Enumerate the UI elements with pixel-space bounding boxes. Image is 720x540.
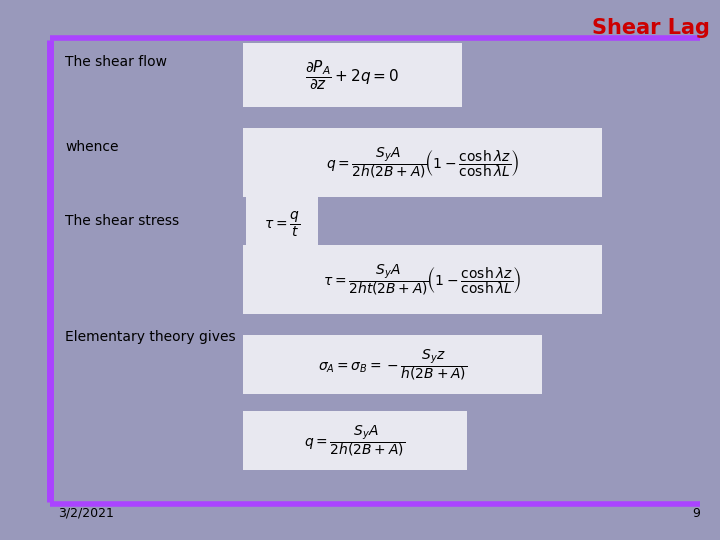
Text: whence: whence	[65, 140, 119, 154]
FancyBboxPatch shape	[243, 128, 602, 197]
Text: The shear stress: The shear stress	[65, 214, 179, 228]
Text: The shear flow: The shear flow	[65, 55, 167, 69]
FancyBboxPatch shape	[243, 335, 542, 394]
FancyBboxPatch shape	[246, 196, 318, 252]
FancyBboxPatch shape	[243, 43, 462, 107]
Text: $\tau = \dfrac{S_y A}{2ht(2B + A)}\!\left(1 - \dfrac{\cosh \lambda z}{\cosh \lam: $\tau = \dfrac{S_y A}{2ht(2B + A)}\!\lef…	[323, 262, 522, 297]
Text: $\tau = \dfrac{q}{t}$: $\tau = \dfrac{q}{t}$	[264, 210, 300, 239]
Text: 3/2/2021: 3/2/2021	[58, 507, 114, 520]
Text: $\sigma_A = \sigma_B = -\dfrac{S_y z}{h(2B + A)}$: $\sigma_A = \sigma_B = -\dfrac{S_y z}{h(…	[318, 347, 467, 382]
FancyBboxPatch shape	[243, 411, 467, 470]
Text: $q = \dfrac{S_y A}{2h(2B + A)}\!\left(1 - \dfrac{\cosh \lambda z}{\cosh \lambda : $q = \dfrac{S_y A}{2h(2B + A)}\!\left(1 …	[325, 145, 519, 180]
Text: $\dfrac{\partial P_A}{\partial z} + 2q = 0$: $\dfrac{\partial P_A}{\partial z} + 2q =…	[305, 58, 400, 92]
Text: $q = \dfrac{S_y A}{2h(2B + A)}$: $q = \dfrac{S_y A}{2h(2B + A)}$	[305, 423, 405, 458]
FancyBboxPatch shape	[243, 245, 602, 314]
Text: Elementary theory gives: Elementary theory gives	[65, 330, 235, 344]
Text: Shear Lag: Shear Lag	[592, 18, 710, 38]
Text: 9: 9	[692, 507, 700, 520]
